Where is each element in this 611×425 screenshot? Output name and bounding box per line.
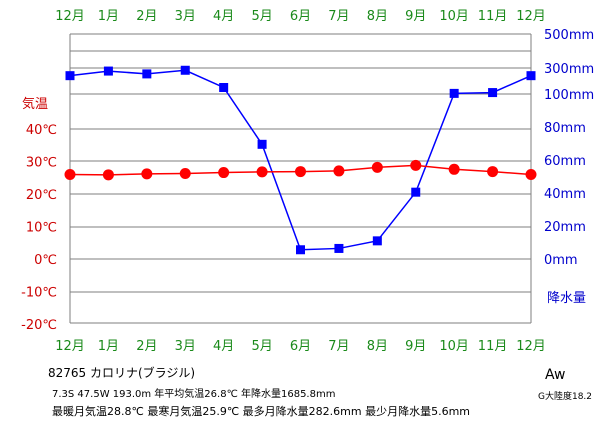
month-label: 12月 [516,9,546,24]
temperature-point [64,169,76,180]
precipitation-axis-ticks: 500mm 300mm 100mm 80mm 60mm 40mm 20mm 0mm [544,28,594,268]
bottom-month-labels: 12月 1月 2月 3月 4月 5月 6月 7月 8月 9月 10月 11月 12月 [55,339,546,354]
month-label: 6月 [290,339,311,354]
precipitation-point [65,71,75,81]
temperature-point [487,166,499,178]
temperature-tick-label: 10℃ [26,221,57,236]
precipitation-tick-label: 60mm [544,154,586,169]
precipitation-point [372,236,382,246]
temperature-point [141,168,153,180]
precipitation-tick-label: 40mm [544,187,586,202]
month-label: 7月 [328,9,349,24]
precipitation-tick-label: 500mm [544,28,594,43]
temperature-point [256,166,268,178]
temperature-axis-ticks: 40℃ 30℃ 20℃ 10℃ 0℃ -10℃ -20℃ [21,123,57,333]
precipitation-tick-label: 300mm [544,62,594,77]
temperature-point [102,169,114,181]
precipitation-tick-label: 0mm [544,253,578,268]
temperature-point [410,159,422,171]
month-label: 12月 [55,339,85,354]
precipitation-point [449,88,459,98]
temperature-tick-label: -10℃ [21,286,57,301]
continentality-index: G大陸度18.2 [538,392,593,402]
month-label: 5月 [251,9,272,24]
month-label: 12月 [516,339,546,354]
station-location-summary: 7.3S 47.5W 193.0m 年平均気温26.8℃ 年降水量1685.8m… [52,389,336,400]
precipitation-point [411,187,421,197]
temperature-point [218,167,230,179]
temperature-axis-title: 気温 [22,96,48,112]
temperature-tick-label: -20℃ [21,318,57,333]
precipitation-axis-title: 降水量 [547,291,586,306]
temperature-tick-label: 0℃ [34,253,57,268]
precipitation-series [65,65,536,255]
precipitation-line [69,69,532,251]
month-label: 6月 [290,9,311,24]
temperature-point [333,165,345,177]
precipitation-point [219,83,229,92]
precipitation-point [488,88,498,98]
month-label: 10月 [439,339,469,354]
precipitation-point [257,139,267,149]
chart-grid [69,33,532,324]
temperature-point [448,163,460,175]
month-label: 9月 [405,9,426,24]
temperature-point [371,161,383,173]
temperature-point [179,168,191,180]
station-name: 82765 カロリナ(ブラジル) [48,366,196,380]
temperature-point [525,169,537,180]
month-label: 1月 [98,339,119,354]
month-label: 7月 [328,339,349,354]
temperature-tick-label: 40℃ [26,123,57,138]
temperature-series [64,159,537,181]
month-label: 1月 [98,9,119,24]
precipitation-point [526,71,536,81]
top-month-labels: 12月 1月 2月 3月 4月 5月 6月 7月 8月 9月 10月 11月 12月 [55,9,546,24]
month-label: 3月 [175,9,196,24]
temperature-tick-label: 20℃ [26,188,57,203]
month-label: 11月 [478,339,508,354]
station-extremes-summary: 最暖月気温28.8℃ 最寒月気温25.9℃ 最多月降水量282.6mm 最少月降… [52,405,471,418]
precipitation-point [296,245,305,255]
month-label: 5月 [251,339,272,354]
precipitation-tick-label: 100mm [544,88,594,103]
month-label: 12月 [55,9,85,24]
month-label: 2月 [136,9,157,24]
precipitation-point [180,65,190,75]
precipitation-point [334,243,344,253]
month-label: 3月 [175,339,196,354]
precipitation-tick-label: 80mm [544,121,586,136]
precipitation-point [103,66,113,76]
temperature-tick-label: 30℃ [26,156,57,171]
climate-classification: Aw [545,367,566,383]
precipitation-point [142,69,152,79]
temperature-point [295,166,306,178]
month-label: 8月 [367,339,388,354]
month-label: 11月 [478,9,508,24]
month-label: 4月 [213,9,234,24]
month-label: 4月 [213,339,234,354]
month-label: 2月 [136,339,157,354]
month-label: 9月 [405,339,426,354]
month-label: 10月 [439,9,469,24]
month-label: 8月 [367,9,388,24]
precipitation-tick-label: 20mm [544,220,586,235]
